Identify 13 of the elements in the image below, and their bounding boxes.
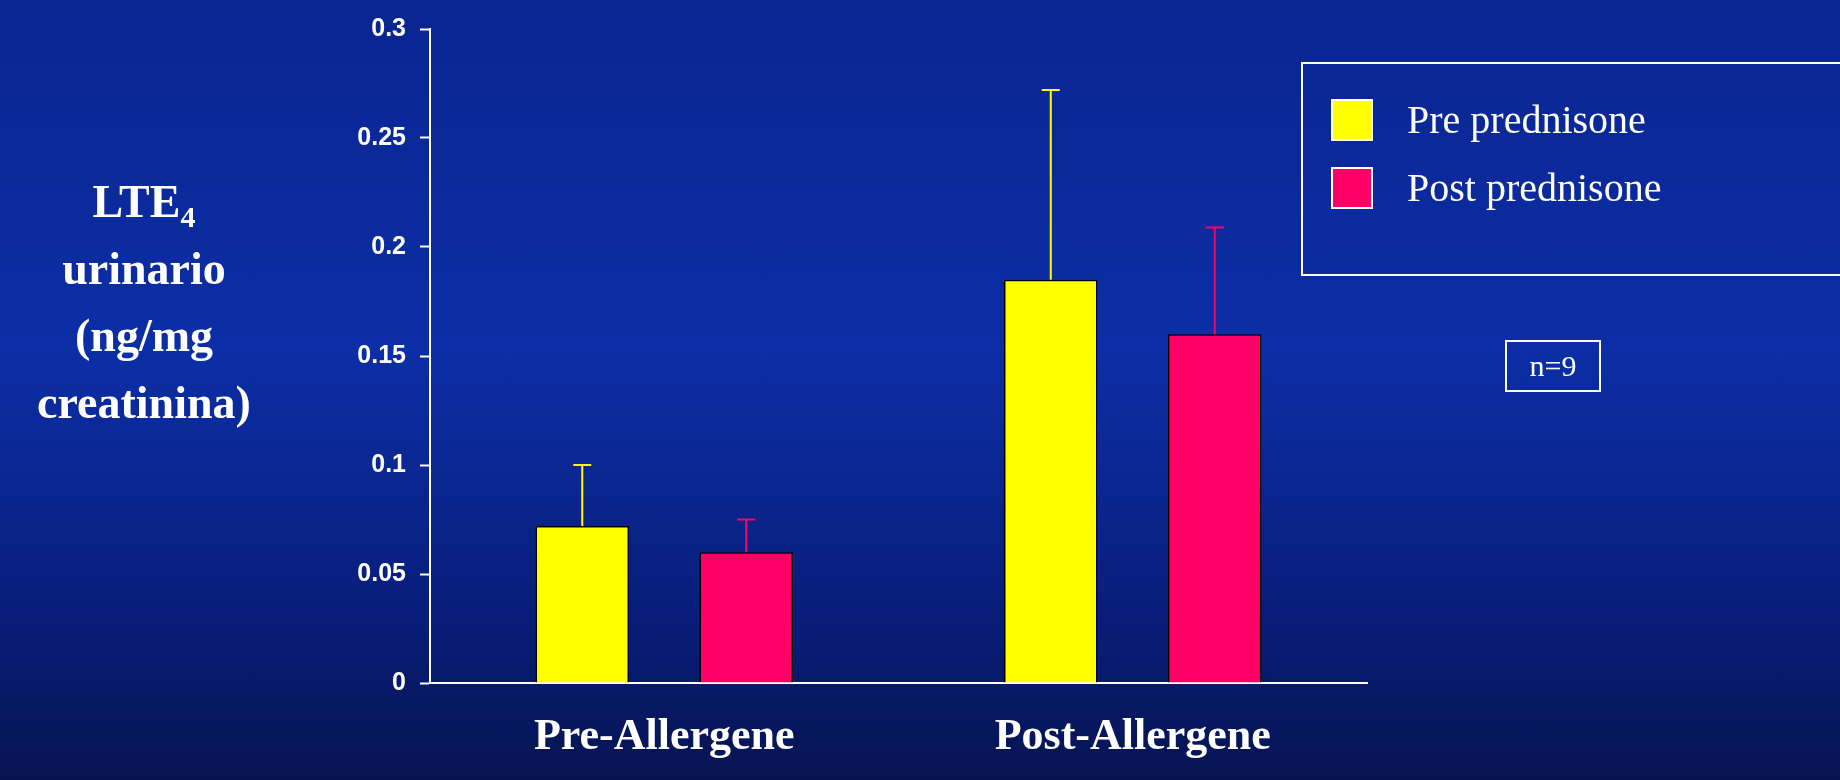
y-tick-label: 0.25 [357, 121, 407, 150]
text: Pre prednisone [1407, 96, 1646, 143]
y-tick-label: 0.1 [371, 448, 407, 477]
x-tick-label: Pre-Allergene [533, 709, 795, 759]
y-tick-label: 0 [392, 666, 406, 695]
y-tick-label: 0.2 [371, 230, 406, 259]
text: n=9 [1505, 340, 1601, 392]
x-tick-label: Post-Allergene [994, 709, 1271, 759]
y-tick-label: 0.05 [357, 557, 407, 586]
y-tick-label: 0.3 [371, 12, 406, 41]
y-tick-label: 0.15 [357, 339, 407, 368]
y-axis-title: LTE$_{4}$ urinario (ng/mg creatinina) [36, 175, 252, 430]
legend-label: Post prednisone [1407, 164, 1662, 211]
